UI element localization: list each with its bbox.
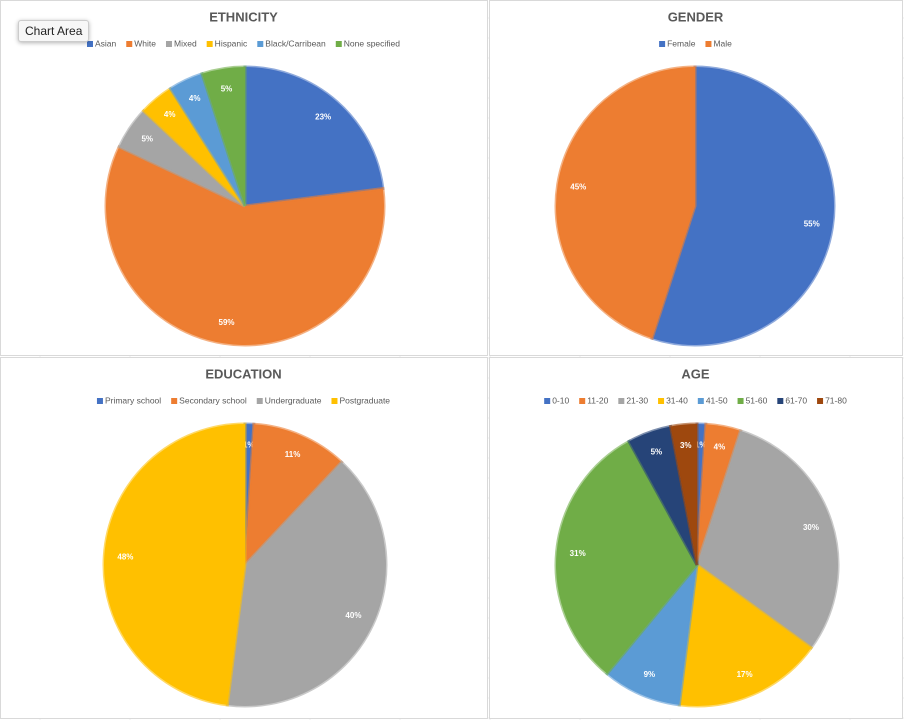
legend-swatch xyxy=(658,398,665,404)
pie-slice xyxy=(104,144,386,347)
legend-swatch xyxy=(86,41,93,47)
pie-slice xyxy=(695,429,840,650)
tooltip: Chart Area xyxy=(18,20,90,42)
chart-title: AGE xyxy=(681,366,710,381)
data-label: 30% xyxy=(803,523,819,532)
pie-slice xyxy=(605,560,700,707)
chart: ETHNICITY Asian White Mixed Hispanic Black/Ca… xyxy=(0,0,488,356)
data-label: 23% xyxy=(315,112,331,121)
data-label: 31% xyxy=(570,549,586,558)
legend-swatch xyxy=(256,398,263,404)
data-label: 59% xyxy=(219,318,235,327)
data-label: 11% xyxy=(285,450,301,459)
pie-slice xyxy=(650,65,836,347)
legend-label: 11-20 xyxy=(587,395,608,405)
data-label: 40% xyxy=(345,611,361,620)
legend-label: Male xyxy=(713,38,732,48)
legend-swatch xyxy=(697,398,704,404)
legend-label: 71-80 xyxy=(825,395,847,405)
legend-swatch xyxy=(777,398,784,404)
chart-title: ETHNICITY xyxy=(209,9,278,24)
legend: Asian White Mixed Hispanic Black/Carribean No… xyxy=(86,38,401,48)
pie-slice xyxy=(668,422,699,566)
pie-slice xyxy=(102,422,247,707)
legend-swatch xyxy=(171,398,178,404)
legend-label: Undergraduate xyxy=(265,395,322,405)
legend-swatch xyxy=(817,398,824,404)
legend-swatch xyxy=(618,398,625,404)
legend: 0-10 11-20 21-30 31-40 41-50 51-60 61-70 71-80 xyxy=(544,395,847,405)
legend-label: Primary school xyxy=(105,395,161,405)
legend-label: Black/Carribean xyxy=(265,38,326,48)
legend-label: 21-30 xyxy=(626,395,648,405)
data-label: 17% xyxy=(737,670,753,679)
pie-slice xyxy=(225,460,388,708)
data-label: 4% xyxy=(714,442,726,451)
legend-swatch xyxy=(331,398,338,404)
legend-swatch xyxy=(579,398,586,404)
pie-slice xyxy=(677,562,814,708)
legend-label: None specified xyxy=(344,38,401,48)
legend-label: Hispanic xyxy=(215,38,248,48)
legend-label: 51-60 xyxy=(746,395,768,405)
data-label: 4% xyxy=(164,110,176,119)
legend-swatch xyxy=(544,398,551,404)
legend-swatch xyxy=(126,41,133,47)
legend-label: 41-50 xyxy=(706,395,728,405)
data-label: 45% xyxy=(570,183,586,192)
pie-slice xyxy=(554,65,697,341)
data-label: 5% xyxy=(141,135,153,144)
legend-label: Mixed xyxy=(174,38,197,48)
legend-label: 61-70 xyxy=(785,395,807,405)
legend-swatch xyxy=(257,41,264,47)
chart: GENDER Female Male 55% 45% xyxy=(489,0,903,356)
legend: Primary school Secondary school Undergradu… xyxy=(96,395,390,405)
pie-slice xyxy=(200,65,247,207)
legend-swatch xyxy=(96,398,103,404)
data-label: 5% xyxy=(651,447,663,456)
legend-swatch xyxy=(165,41,172,47)
chart: EDUCATION Primary school Secondary school U… xyxy=(0,357,488,719)
legend-label: Postgraduate xyxy=(339,395,390,405)
legend: Female Male xyxy=(659,38,732,48)
legend-label: Female xyxy=(667,38,696,48)
data-label: 55% xyxy=(804,220,820,229)
legend-label: Asian xyxy=(95,38,117,48)
legend-label: Secondary school xyxy=(179,395,247,405)
legend-swatch xyxy=(705,41,712,47)
data-label: 5% xyxy=(221,84,233,93)
legend-label: 31-40 xyxy=(666,395,688,405)
legend-swatch xyxy=(659,41,666,47)
chart: AGE 0-10 11-20 21-30 31-40 41-50 51-60 61-70 71-… xyxy=(489,357,903,719)
data-label: 3% xyxy=(680,441,692,450)
pie-slice xyxy=(554,439,699,676)
pie-slice xyxy=(243,422,344,570)
legend-label: White xyxy=(134,38,156,48)
data-label: 48% xyxy=(117,553,133,562)
legend-swatch xyxy=(335,41,342,47)
data-label: 1% xyxy=(695,440,707,449)
pie-slice xyxy=(243,65,385,208)
chart-title: GENDER xyxy=(668,9,724,24)
legend-label: 0-10 xyxy=(552,395,569,405)
data-label: 4% xyxy=(189,94,201,103)
data-label: 1% xyxy=(243,440,255,449)
chart-title: EDUCATION xyxy=(205,366,281,381)
data-label: 9% xyxy=(644,670,656,679)
legend-swatch xyxy=(737,398,744,404)
legend-swatch xyxy=(206,41,213,47)
